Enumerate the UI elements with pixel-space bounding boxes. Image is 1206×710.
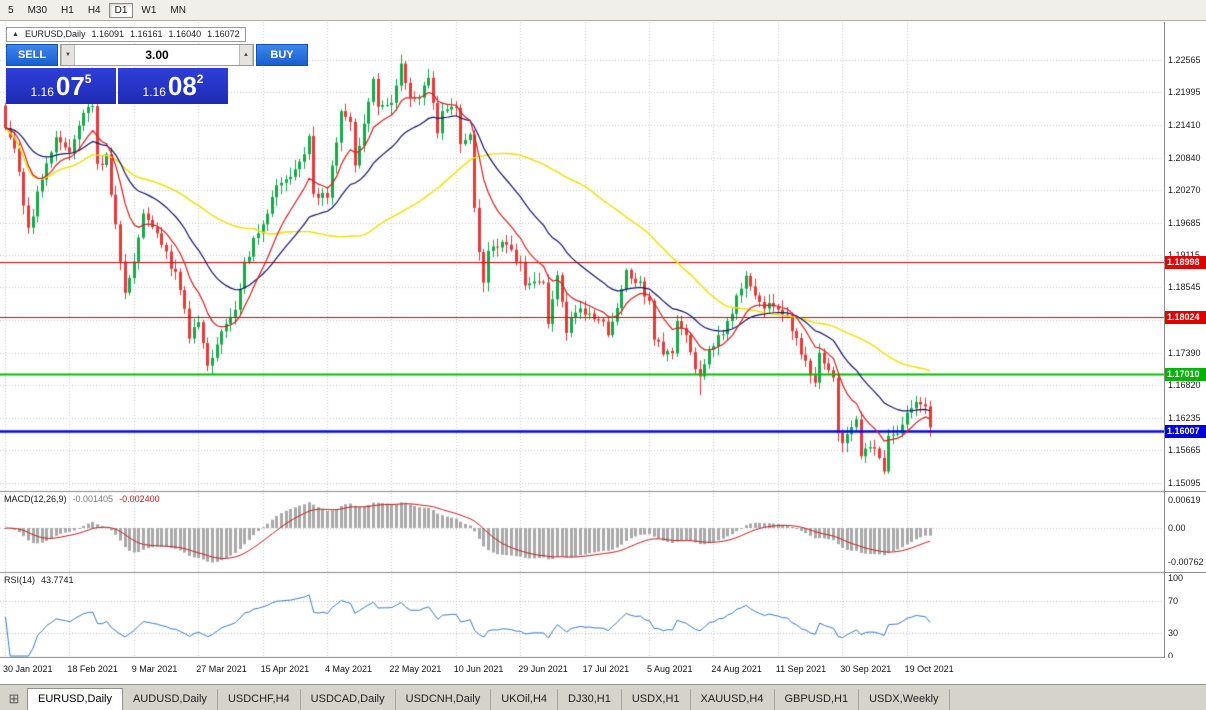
rsi-tick: 70	[1168, 596, 1179, 607]
macd-tick: -0.00762	[1168, 557, 1204, 568]
sell-button[interactable]: SELL	[6, 44, 58, 66]
date-label: 4 May 2021	[325, 664, 373, 674]
ohlc-low: 1.16040	[168, 29, 202, 39]
volume-increase-button[interactable]: ▲	[239, 45, 253, 65]
macd-tick: 0.00	[1168, 523, 1186, 533]
price-tick: 1.17390	[1168, 347, 1201, 358]
sell-price-big-digits: 07	[55, 71, 85, 101]
date-label: 22 May 2021	[389, 664, 442, 674]
timeframe-button-mn[interactable]: MN	[164, 3, 192, 18]
date-label: 17 Jul 2021	[582, 664, 630, 674]
timeframe-button-5[interactable]: 5	[2, 3, 20, 18]
chart-tab-audusd[interactable]: AUDUSD,Daily	[123, 689, 218, 710]
sell-price-display[interactable]: 1.16 07 5	[6, 68, 116, 104]
one-click-trading-panel: SELL ▼ ▲ BUY 1.16 07 5 1.16 08 2	[6, 44, 308, 104]
sell-price-pipette: 5	[84, 72, 92, 86]
price-tick: 1.18545	[1168, 282, 1201, 293]
ohlc-high: 1.16161	[130, 29, 163, 39]
chart-tabs-bar: ⊞ EURUSD,Daily AUDUSD,Daily USDCHF,H4 USDCAD…	[0, 684, 1206, 710]
rsi-tick: 0	[1168, 651, 1174, 661]
timeframe-toolbar: 5 M30 H1 H4 D1 W1 MN	[0, 0, 1206, 21]
ohlc-close: 1.16072	[207, 29, 240, 39]
chart-tab-dj30[interactable]: DJ30,H1	[558, 689, 622, 710]
volume-control: ▼ ▲	[60, 44, 254, 66]
volume-input[interactable]	[75, 45, 239, 65]
date-label: 29 Jun 2021	[518, 664, 568, 674]
panel-divider	[1165, 491, 1206, 492]
symbol-period-label: EURUSD,Daily	[24, 29, 86, 39]
date-label: 15 Apr 2021	[260, 664, 310, 674]
chart-tab-usdchf[interactable]: USDCHF,H4	[218, 689, 301, 710]
timeframe-button-d1[interactable]: D1	[108, 2, 134, 18]
price-tick: 1.19685	[1168, 217, 1201, 228]
price-line-tag[interactable]: 1.18024	[1165, 310, 1206, 324]
buy-price-prefix: 1.16	[142, 85, 166, 99]
chart-area: ▲ EURUSD,Daily 1.16091 1.16161 1.16040 1…	[0, 22, 1164, 658]
rsi-value: 43.7741	[41, 575, 74, 585]
timeframe-button-h4[interactable]: H4	[82, 3, 107, 18]
sell-price-prefix: 1.16	[30, 85, 54, 99]
chart-tab-eurusd[interactable]: EURUSD,Daily	[27, 688, 123, 710]
date-label: 19 Oct 2021	[904, 664, 954, 674]
date-label: 11 Sep 2021	[775, 664, 827, 674]
price-line-tag[interactable]: 1.18998	[1165, 255, 1206, 269]
price-tick: 1.19115	[1168, 250, 1200, 260]
chart-grid-icon[interactable]: ⊞	[8, 691, 20, 706]
macd-signal-value: -0.002400	[119, 494, 160, 504]
timeframe-button-h1[interactable]: H1	[55, 3, 80, 18]
price-tick: 1.16235	[1168, 413, 1201, 424]
timeframe-button-m30[interactable]: M30	[22, 3, 53, 18]
volume-decrease-button[interactable]: ▼	[61, 45, 75, 65]
rsi-indicator-label: RSI(14) 43.7741	[4, 575, 74, 585]
time-axis: 30 Jan 2021 18 Feb 2021 9 Mar 2021 27 Mar 2…	[0, 658, 1206, 684]
macd-tick: 0.00619	[1168, 495, 1201, 506]
date-label: 10 Jun 2021	[453, 664, 504, 674]
price-tick: 1.15665	[1168, 445, 1201, 456]
ohlc-open: 1.16091	[91, 29, 124, 39]
price-tick: 1.22565	[1168, 55, 1201, 65]
date-label: 24 Aug 2021	[711, 664, 762, 674]
rsi-title: RSI(14)	[4, 575, 36, 585]
buy-button[interactable]: BUY	[256, 44, 308, 66]
price-tick: 1.20270	[1168, 184, 1201, 195]
panel-divider	[1165, 572, 1206, 573]
macd-title: MACD(12,26,9)	[4, 494, 67, 504]
buy-price-display[interactable]: 1.16 08 2	[118, 68, 228, 104]
chart-tab-usdcnh[interactable]: USDCNH,Daily	[396, 689, 492, 710]
chart-tab-usdx[interactable]: USDX,Weekly	[859, 689, 950, 710]
date-label: 18 Feb 2021	[67, 664, 118, 674]
chart-tab-usdcad[interactable]: USDCAD,Daily	[301, 689, 396, 710]
chart-tab-ukoil[interactable]: UKOil,H4	[491, 689, 559, 710]
date-label: 9 Mar 2021	[131, 664, 178, 674]
chart-tab-xauusd[interactable]: XAUUSD,H4	[691, 689, 775, 710]
price-tick: 1.21995	[1168, 87, 1201, 98]
rsi-tick: 30	[1168, 627, 1179, 638]
price-tick: 1.20840	[1168, 152, 1201, 163]
timeframe-button-w1[interactable]: W1	[135, 3, 162, 18]
buy-price-big-digits: 08	[167, 71, 197, 101]
date-label: 27 Mar 2021	[196, 664, 247, 674]
price-axis: 1.22565 1.21995 1.21410 1.20840 1.20270 1.196…	[1164, 22, 1206, 661]
price-line-tag[interactable]: 1.17010	[1165, 368, 1206, 382]
price-chart-canvas[interactable]	[0, 22, 1164, 658]
price-tick: 1.21410	[1168, 120, 1201, 131]
date-label: 30 Jan 2021	[3, 664, 53, 674]
date-label: 30 Sep 2021	[840, 664, 892, 674]
date-label: 5 Aug 2021	[647, 664, 693, 674]
chart-tab-usdx[interactable]: USDX,H1	[622, 689, 691, 710]
price-tick: 1.16820	[1168, 379, 1201, 390]
rsi-tick: 100	[1168, 573, 1184, 583]
buy-price-pipette: 2	[196, 72, 204, 86]
macd-indicator-label: MACD(12,26,9) -0.001405 -0.002400	[4, 494, 160, 504]
price-line-tag[interactable]: 1.16007	[1165, 424, 1206, 438]
collapse-panel-icon[interactable]: ▲	[12, 31, 19, 38]
price-tick: 1.15095	[1168, 477, 1201, 488]
ohlc-info: ▲ EURUSD,Daily 1.16091 1.16161 1.16040 1…	[6, 27, 246, 42]
macd-value: -0.001405	[72, 494, 114, 504]
chart-tab-gbpusd[interactable]: GBPUSD,H1	[775, 689, 860, 710]
